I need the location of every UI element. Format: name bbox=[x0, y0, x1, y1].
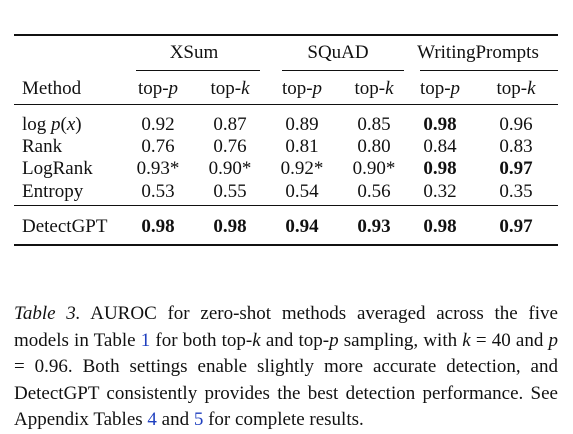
table-cell: 0.98 bbox=[423, 158, 457, 179]
table-cell: 0.93 bbox=[357, 216, 391, 237]
table-cell: 0.54 bbox=[285, 181, 319, 202]
subheader-variable: p bbox=[312, 78, 323, 99]
table-cell: 0.93* bbox=[136, 158, 180, 179]
caption-text-8: for complete results. bbox=[203, 409, 364, 430]
group-underline bbox=[282, 70, 404, 71]
table-cell: 0.53 bbox=[141, 181, 175, 202]
table-cell: 0.96 bbox=[499, 114, 533, 135]
table-top-rule bbox=[14, 34, 558, 36]
table-header-rule bbox=[14, 104, 558, 105]
table-cell: 0.87 bbox=[213, 114, 247, 135]
subheader-top-p: top-p bbox=[420, 78, 460, 100]
caption-text-4: sampling, with bbox=[338, 329, 463, 351]
table-cell: 0.84 bbox=[423, 136, 457, 157]
subheader-top-k: top-k bbox=[210, 78, 249, 100]
subheader-top-k: top-k bbox=[496, 78, 535, 100]
caption-text-7: and bbox=[156, 409, 194, 430]
subheader-prefix: top- bbox=[210, 78, 242, 99]
table-cell: 0.76 bbox=[141, 136, 175, 157]
subheader-variable: p bbox=[450, 78, 461, 99]
table-cell: 0.98 bbox=[141, 216, 175, 237]
table-cell: 0.92* bbox=[280, 158, 324, 179]
method-name: Rank bbox=[22, 136, 63, 157]
table-cell: 0.98 bbox=[423, 216, 457, 237]
table-cell: 0.89 bbox=[285, 114, 319, 135]
group-underline bbox=[420, 70, 558, 71]
table-cell: 0.56 bbox=[357, 181, 391, 202]
table-figure: XSum SQuAD WritingPrompts Method top-p top-k t… bbox=[14, 34, 558, 430]
table-cell: 0.55 bbox=[213, 181, 247, 202]
group-header: SQuAD bbox=[307, 42, 369, 63]
table-cell: 0.90* bbox=[352, 158, 396, 179]
table-cell: 0.97 bbox=[499, 216, 533, 237]
table-cell: 0.90* bbox=[208, 158, 252, 179]
caption-p: p bbox=[329, 329, 339, 351]
caption-label: Table 3. bbox=[14, 303, 81, 324]
method-name: Entropy bbox=[22, 181, 84, 202]
method-column-header: Method bbox=[22, 78, 82, 99]
table-caption: Table 3. AUROC for zero-shot methods ave… bbox=[14, 301, 558, 434]
caption-k: k bbox=[252, 329, 261, 351]
table-cell: 0.92 bbox=[141, 114, 175, 135]
group-header: WritingPrompts bbox=[417, 42, 539, 63]
subheader-prefix: top- bbox=[354, 78, 386, 99]
method-name: LogRank bbox=[22, 158, 93, 179]
subheader-prefix: top- bbox=[137, 78, 169, 99]
method-name: DetectGPT bbox=[22, 216, 108, 237]
table-4-link[interactable]: 4 bbox=[147, 409, 157, 430]
subheader-variable: p bbox=[168, 78, 179, 99]
group-header: XSum bbox=[169, 42, 219, 63]
table-cell: 0.94 bbox=[285, 216, 319, 237]
caption-p-eq: p bbox=[548, 329, 559, 351]
table-cell: 0.98 bbox=[423, 114, 457, 135]
table-cell: 0.35 bbox=[499, 181, 533, 202]
subheader-variable: k bbox=[241, 78, 250, 99]
table-cell: 0.32 bbox=[423, 181, 457, 202]
subheader-variable: k bbox=[385, 78, 394, 99]
table-cell: 0.81 bbox=[285, 136, 319, 157]
caption-k-eq: k bbox=[462, 329, 471, 351]
subheader-prefix: top- bbox=[419, 78, 451, 99]
method-name: log p(x) bbox=[22, 114, 82, 135]
subheader-top-p: top-p bbox=[282, 78, 322, 100]
subheader-top-p: top-p bbox=[138, 78, 178, 100]
subheader-prefix: top- bbox=[496, 78, 528, 99]
group-underline bbox=[136, 70, 260, 71]
table-mid-rule bbox=[14, 205, 558, 206]
table-cell: 0.80 bbox=[357, 136, 391, 157]
subheader-variable: k bbox=[527, 78, 536, 99]
caption-text-2: for both top- bbox=[150, 329, 253, 351]
table-5-link[interactable]: 5 bbox=[193, 409, 204, 430]
table-cell: 0.85 bbox=[357, 114, 391, 135]
caption-text-3: and top- bbox=[260, 329, 330, 351]
subheader-top-k: top-k bbox=[354, 78, 393, 100]
caption-text-1: AUROC for zero-shot methods averaged acr… bbox=[14, 303, 558, 351]
table-cell: 0.98 bbox=[213, 216, 247, 237]
caption-text-5: = 40 and bbox=[470, 329, 549, 351]
table-1-link[interactable]: 1 bbox=[140, 329, 151, 351]
table-cell: 0.97 bbox=[499, 158, 533, 179]
table-bottom-rule bbox=[14, 244, 558, 246]
table-cell: 0.76 bbox=[213, 136, 247, 157]
table-cell: 0.83 bbox=[499, 136, 533, 157]
subheader-prefix: top- bbox=[281, 78, 313, 99]
